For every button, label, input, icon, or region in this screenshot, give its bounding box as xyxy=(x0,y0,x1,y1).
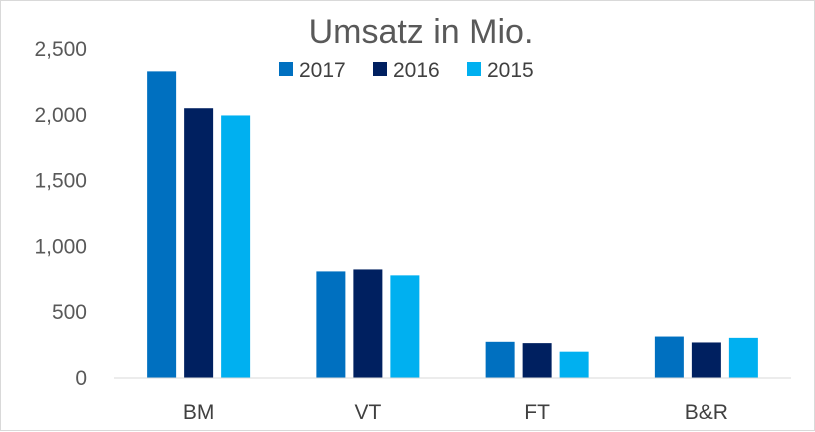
bar-b-r-2017 xyxy=(654,336,684,378)
bar-bm-2015 xyxy=(221,115,251,378)
bars xyxy=(147,71,758,378)
legend-label-2016: 2016 xyxy=(393,59,440,82)
y-tick-label: 1,500 xyxy=(34,170,87,193)
bar-ft-2015 xyxy=(559,351,589,378)
y-tick-label: 2,500 xyxy=(34,38,87,61)
bar-bm-2016 xyxy=(184,108,214,378)
legend-swatch-2015 xyxy=(467,62,481,76)
x-category-label: VT xyxy=(354,401,381,424)
legend-label-2017: 2017 xyxy=(299,59,346,82)
y-tick-label: 1,000 xyxy=(34,235,87,258)
x-axis: BM VT FT B&R xyxy=(183,401,728,424)
bar-vt-2015 xyxy=(390,275,420,378)
legend-swatch-2016 xyxy=(373,62,387,76)
legend: 2017 2016 2015 xyxy=(279,59,534,82)
legend-label-2015: 2015 xyxy=(487,59,534,82)
chart-title: Umsatz in Mio. xyxy=(309,13,534,51)
bar-ft-2017 xyxy=(485,341,515,378)
x-category-label: B&R xyxy=(685,401,728,424)
bar-bm-2017 xyxy=(147,71,177,378)
x-category-label: FT xyxy=(524,401,550,424)
bar-ft-2016 xyxy=(522,343,552,378)
y-tick-label: 2,000 xyxy=(34,104,87,127)
y-tick-label: 0 xyxy=(75,367,87,390)
y-axis: 0 500 1,000 1,500 2,000 2,500 xyxy=(34,38,87,390)
y-tick-label: 500 xyxy=(52,301,87,324)
bar-b-r-2016 xyxy=(691,342,721,378)
bar-vt-2017 xyxy=(316,271,346,378)
x-category-label: BM xyxy=(183,401,215,424)
bar-b-r-2015 xyxy=(728,337,758,378)
bar-vt-2016 xyxy=(353,269,383,378)
legend-swatch-2017 xyxy=(279,62,293,76)
